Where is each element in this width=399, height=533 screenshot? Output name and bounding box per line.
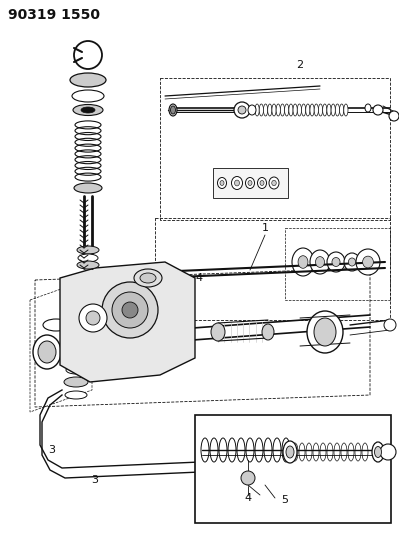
Ellipse shape [65, 391, 87, 399]
Ellipse shape [33, 335, 61, 369]
Ellipse shape [332, 257, 340, 266]
Ellipse shape [306, 104, 310, 116]
Ellipse shape [318, 104, 323, 116]
Ellipse shape [260, 181, 264, 185]
Ellipse shape [323, 104, 327, 116]
Circle shape [86, 311, 100, 325]
Ellipse shape [152, 269, 164, 281]
Ellipse shape [74, 183, 102, 193]
Ellipse shape [340, 104, 344, 116]
Ellipse shape [262, 324, 274, 340]
Ellipse shape [220, 181, 224, 185]
Text: 5: 5 [282, 495, 288, 505]
Ellipse shape [211, 323, 225, 341]
Ellipse shape [297, 104, 302, 116]
Circle shape [380, 444, 396, 460]
Polygon shape [60, 262, 195, 382]
Ellipse shape [217, 177, 227, 189]
Text: 90319 1550: 90319 1550 [8, 8, 100, 22]
Ellipse shape [263, 104, 268, 116]
Circle shape [112, 292, 148, 328]
Ellipse shape [38, 341, 56, 363]
Bar [213, 168, 288, 198]
Bar [195, 415, 391, 523]
Ellipse shape [331, 104, 335, 116]
Ellipse shape [248, 105, 256, 115]
Ellipse shape [77, 261, 99, 269]
Ellipse shape [344, 253, 360, 271]
Circle shape [79, 304, 107, 332]
Circle shape [122, 302, 138, 318]
Ellipse shape [257, 177, 267, 189]
Ellipse shape [259, 104, 263, 116]
Ellipse shape [302, 104, 306, 116]
Circle shape [384, 319, 396, 331]
Ellipse shape [293, 104, 297, 116]
Ellipse shape [316, 256, 324, 268]
Ellipse shape [170, 106, 176, 114]
Ellipse shape [314, 104, 318, 116]
Ellipse shape [245, 177, 255, 189]
Ellipse shape [310, 250, 330, 274]
Ellipse shape [73, 104, 103, 116]
Ellipse shape [248, 181, 252, 185]
Ellipse shape [327, 252, 345, 272]
Ellipse shape [169, 104, 177, 116]
Ellipse shape [344, 104, 348, 116]
Ellipse shape [292, 248, 314, 276]
Circle shape [389, 111, 399, 121]
Ellipse shape [235, 180, 239, 186]
Ellipse shape [327, 104, 331, 116]
Ellipse shape [238, 106, 246, 114]
Ellipse shape [70, 73, 106, 87]
Ellipse shape [280, 104, 284, 116]
Ellipse shape [268, 104, 272, 116]
Ellipse shape [284, 104, 289, 116]
Ellipse shape [72, 90, 104, 102]
Ellipse shape [363, 256, 373, 268]
Ellipse shape [365, 104, 371, 112]
Ellipse shape [43, 319, 69, 331]
Ellipse shape [269, 177, 279, 189]
Circle shape [241, 471, 255, 485]
Ellipse shape [335, 104, 340, 116]
Ellipse shape [272, 104, 276, 116]
Ellipse shape [310, 104, 314, 116]
Ellipse shape [77, 246, 99, 254]
Ellipse shape [66, 366, 86, 374]
Ellipse shape [283, 441, 297, 463]
Ellipse shape [276, 104, 280, 116]
Text: 2: 2 [296, 60, 304, 70]
Text: 4: 4 [245, 493, 251, 503]
Ellipse shape [298, 256, 308, 268]
Ellipse shape [289, 104, 293, 116]
Ellipse shape [286, 446, 294, 458]
Ellipse shape [372, 442, 384, 462]
Ellipse shape [231, 176, 243, 190]
Ellipse shape [307, 311, 343, 353]
Text: 3: 3 [49, 445, 55, 455]
Ellipse shape [272, 180, 276, 185]
Ellipse shape [140, 273, 156, 283]
Ellipse shape [314, 318, 336, 346]
Circle shape [373, 105, 383, 115]
Ellipse shape [375, 447, 381, 457]
Ellipse shape [64, 377, 88, 387]
Ellipse shape [356, 249, 380, 275]
Ellipse shape [255, 104, 259, 116]
Text: 4: 4 [195, 273, 202, 283]
Ellipse shape [348, 258, 356, 266]
Ellipse shape [81, 107, 95, 113]
Ellipse shape [134, 269, 162, 287]
Ellipse shape [234, 102, 250, 118]
Circle shape [102, 282, 158, 338]
Text: 1: 1 [261, 223, 269, 233]
Ellipse shape [78, 254, 98, 262]
Text: 3: 3 [91, 475, 99, 485]
